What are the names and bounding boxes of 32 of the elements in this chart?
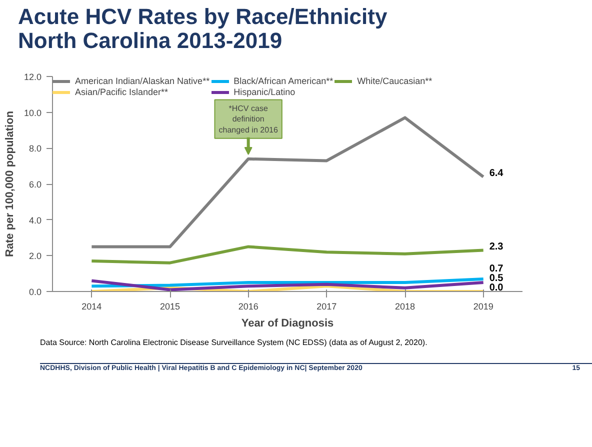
legend-label: Black/African American** <box>234 76 334 86</box>
x-tick-label: 2014 <box>82 302 102 312</box>
legend-label: Asian/Pacific Islander** <box>75 87 168 97</box>
data-label: 0.7 <box>489 263 504 274</box>
y-tick-label: 10.0 <box>24 108 42 118</box>
y-tick-label: 4.0 <box>28 215 42 226</box>
legend-label: American Indian/Alaskan Native** <box>75 76 210 86</box>
y-tick-label: 2.0 <box>28 251 42 262</box>
x-tick-label: 2017 <box>316 302 337 312</box>
data-label: 0.5 <box>489 273 504 284</box>
x-tick-label: 2019 <box>473 302 494 312</box>
line-series <box>90 279 485 292</box>
x-tick-label: 2015 <box>160 302 180 312</box>
line-series <box>90 277 485 288</box>
annotation: *HCV case definition changed in 2016 <box>218 104 278 134</box>
line-series <box>90 116 485 248</box>
source-note: Data Source: North Carolina Electronic Disease Surveillance System (NC EDSS) (data as of August 2, 2020). <box>40 337 428 348</box>
y-axis-title: Rate per 100,000 population <box>4 110 16 258</box>
y-tick-label: 12.0 <box>24 72 42 82</box>
x-axis-title: Year of Diagnosis <box>241 318 334 330</box>
data-label: 6.4 <box>489 168 504 179</box>
legend-label: White/Caucasian** <box>357 76 432 86</box>
y-tick-label: 0.0 <box>28 287 42 297</box>
y-tick-label: 6.0 <box>28 180 42 190</box>
data-label: 0.0 <box>489 282 504 294</box>
x-tick-label: 2016 <box>238 302 258 312</box>
legend-label: Hispanic/Latino <box>234 87 296 97</box>
line-series <box>90 245 485 264</box>
data-label: 2.3 <box>489 241 504 252</box>
x-tick-label: 2018 <box>394 302 416 312</box>
y-tick-label: 8.0 <box>28 144 42 154</box>
chart-title: Acute HCV Rates by Race/Ethnicity North Carolina 2013-2019 <box>18 4 388 53</box>
